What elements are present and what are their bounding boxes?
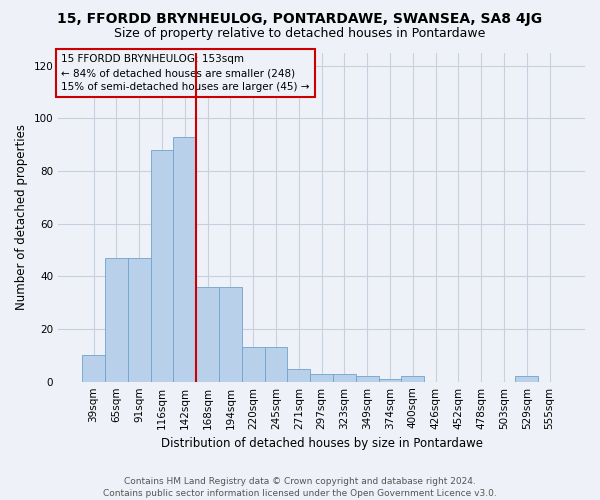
Bar	[401, 376, 424, 382]
Bar	[242, 348, 265, 382]
Bar	[287, 368, 310, 382]
Y-axis label: Number of detached properties: Number of detached properties	[15, 124, 28, 310]
X-axis label: Distribution of detached houses by size in Pontardawe: Distribution of detached houses by size …	[161, 437, 482, 450]
Bar	[151, 150, 173, 382]
Bar	[82, 356, 105, 382]
Text: 15 FFORDD BRYNHEULOG: 153sqm
← 84% of detached houses are smaller (248)
15% of s: 15 FFORDD BRYNHEULOG: 153sqm ← 84% of de…	[61, 54, 310, 92]
Bar	[219, 287, 242, 382]
Text: Size of property relative to detached houses in Pontardawe: Size of property relative to detached ho…	[115, 28, 485, 40]
Bar	[128, 258, 151, 382]
Text: Contains HM Land Registry data © Crown copyright and database right 2024.
Contai: Contains HM Land Registry data © Crown c…	[103, 476, 497, 498]
Bar	[356, 376, 379, 382]
Bar	[265, 348, 287, 382]
Bar	[173, 137, 196, 382]
Bar	[196, 287, 219, 382]
Bar	[333, 374, 356, 382]
Bar	[379, 379, 401, 382]
Bar	[310, 374, 333, 382]
Text: 15, FFORDD BRYNHEULOG, PONTARDAWE, SWANSEA, SA8 4JG: 15, FFORDD BRYNHEULOG, PONTARDAWE, SWANS…	[58, 12, 542, 26]
Bar	[515, 376, 538, 382]
Bar	[105, 258, 128, 382]
